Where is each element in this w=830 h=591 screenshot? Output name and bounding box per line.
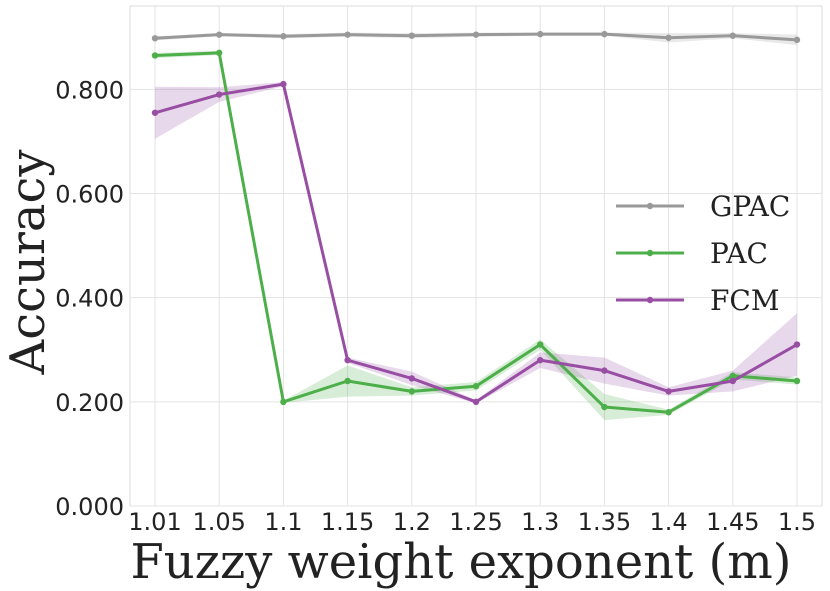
legend-gpac-marker [646, 202, 654, 210]
y-tick-label: 0.800 [55, 76, 124, 104]
legend: GPAC PAC FCM [616, 190, 790, 317]
legend-pac-label: PAC [710, 237, 768, 270]
x-tick-labels: 1.01 1.05 1.1 1.15 1.2 1.25 1.3 1.35 1.4 1.45 1.5 [128, 508, 816, 536]
x-axis-label: Fuzzy weight exponent (m) [130, 534, 791, 590]
x-tick-label: 1.2 [393, 508, 431, 536]
x-tick-label: 1.5 [778, 508, 816, 536]
fcm-point [280, 80, 287, 88]
x-tick-label: 1.1 [264, 508, 302, 536]
gpac-point [216, 31, 223, 38]
pac-point [472, 383, 480, 390]
pac-point [151, 52, 159, 59]
x-tick-label: 1.05 [192, 508, 245, 536]
fcm-point [216, 91, 223, 98]
fcm-point [601, 367, 608, 374]
gpac-point [344, 31, 351, 38]
fcm-point [537, 356, 544, 364]
pac-point [665, 409, 672, 416]
x-tick-label: 1.45 [706, 508, 759, 536]
legend-gpac-label: GPAC [710, 190, 790, 223]
y-tick-labels: 0.000 0.200 0.400 0.600 0.800 [55, 76, 124, 521]
y-axis-label: Accuracy [0, 150, 56, 376]
legend-fcm-marker [646, 296, 654, 304]
gpac-point [665, 34, 672, 41]
fcm-band [155, 82, 797, 404]
fcm-point [793, 341, 801, 348]
gpac-point [793, 36, 801, 44]
fcm-point [665, 388, 672, 395]
gpac-point [151, 35, 159, 42]
pac-point [216, 49, 223, 57]
gpac-point [280, 33, 287, 40]
legend-pac-marker [646, 249, 654, 257]
gpac-point [729, 32, 736, 39]
x-tick-label: 1.35 [578, 508, 631, 536]
pac-point [601, 403, 608, 411]
pac-point [729, 372, 736, 379]
x-tick-label: 1.3 [521, 508, 559, 536]
fcm-point [729, 377, 736, 385]
fcm-point [408, 375, 415, 382]
series-points [151, 30, 801, 416]
fcm-point [472, 398, 480, 406]
gpac-point [537, 30, 544, 38]
fcm-point [344, 356, 351, 364]
y-tick-label: 0.200 [55, 389, 124, 417]
y-tick-label: 0.600 [55, 181, 124, 209]
x-tick-label: 1.15 [321, 508, 374, 536]
pac-point [537, 341, 544, 348]
gpac-point [601, 30, 608, 38]
pac-point [280, 398, 287, 406]
x-tick-label: 1.25 [449, 508, 502, 536]
y-tick-label: 0.000 [55, 493, 124, 521]
grid [130, 6, 822, 507]
pac-point [408, 388, 415, 395]
gpac-point [472, 31, 480, 38]
x-tick-label: 1.01 [128, 508, 181, 536]
legend-fcm-label: FCM [710, 284, 780, 317]
y-tick-label: 0.400 [55, 285, 124, 313]
pac-point [793, 377, 801, 385]
fcm-point [151, 109, 159, 116]
x-tick-label: 1.4 [650, 508, 688, 536]
gpac-point [408, 32, 415, 39]
pac-point [344, 377, 351, 385]
